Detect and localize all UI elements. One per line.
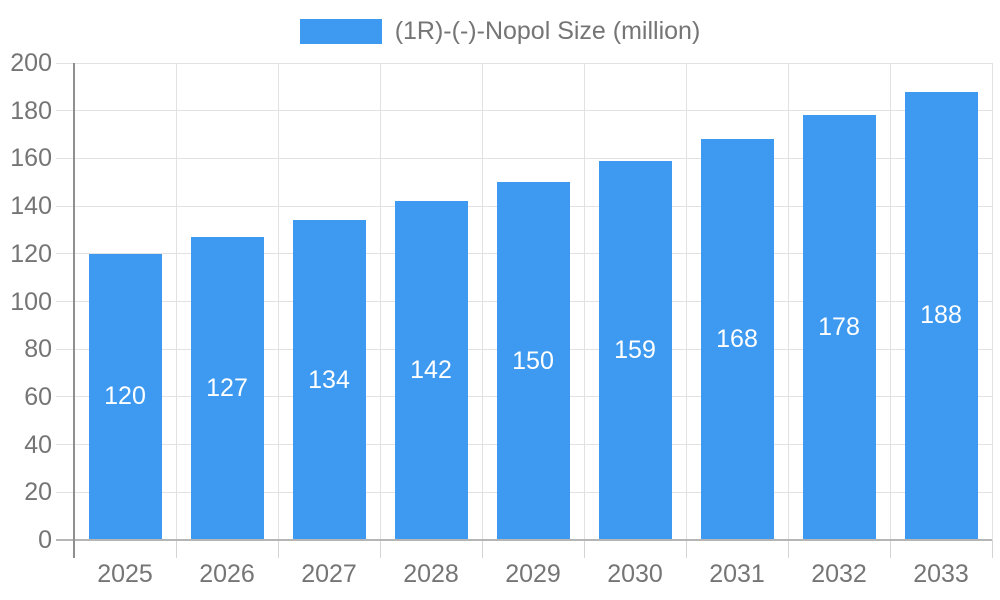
x-axis-tick-label: 2025 — [97, 560, 153, 588]
y-axis-tick-label: 80 — [24, 335, 52, 364]
y-axis-tick-label: 140 — [10, 192, 52, 221]
bar-value-label: 142 — [410, 356, 452, 385]
legend-label: (1R)-(-)-Nopol Size (million) — [394, 17, 701, 45]
x-axis-tick — [583, 540, 585, 558]
gridline-horizontal — [56, 157, 992, 159]
bar-value-label: 127 — [206, 374, 248, 403]
x-axis-tick-label: 2030 — [607, 560, 663, 588]
bar-value-label: 150 — [512, 346, 554, 375]
bar-2028[interactable]: 142 — [394, 201, 468, 540]
x-axis-tick-label: 2028 — [403, 560, 459, 588]
x-axis-tick-label: 2029 — [505, 560, 561, 588]
bar-2026[interactable]: 127 — [190, 237, 264, 540]
bar-2025[interactable]: 120 — [88, 253, 162, 540]
bar-value-label: 159 — [614, 335, 656, 364]
y-axis-tick-label: 100 — [10, 287, 52, 316]
bar-2033[interactable]: 188 — [904, 91, 978, 540]
y-axis-tick-label: 0 — [38, 526, 52, 554]
bar-2031[interactable]: 168 — [700, 139, 774, 540]
y-axis-tick-label: 200 — [10, 49, 52, 77]
x-axis-tick — [277, 540, 279, 558]
bar-value-label: 188 — [920, 301, 962, 330]
x-axis-tick — [787, 540, 789, 558]
legend-swatch — [299, 18, 382, 44]
y-axis-line — [73, 63, 75, 558]
x-axis-tick-label: 2026 — [199, 560, 255, 588]
gridline-vertical — [991, 63, 993, 540]
y-axis-tick-label: 120 — [10, 239, 52, 268]
x-axis-tick-label: 2033 — [913, 560, 969, 588]
bar-2032[interactable]: 178 — [802, 115, 876, 540]
x-axis-line — [56, 539, 992, 541]
chart-legend[interactable]: (1R)-(-)-Nopol Size (million) — [0, 17, 1000, 45]
bar-2030[interactable]: 159 — [598, 160, 672, 540]
y-axis-tick-label: 160 — [10, 144, 52, 173]
bar-value-label: 134 — [308, 365, 350, 394]
y-axis-tick-label: 20 — [24, 478, 52, 507]
gridline-horizontal — [56, 62, 992, 64]
bar-2027[interactable]: 134 — [292, 220, 366, 540]
x-axis-tick — [685, 540, 687, 558]
x-axis-tick — [175, 540, 177, 558]
x-axis-tick-label: 2031 — [709, 560, 765, 588]
x-axis-tick — [889, 540, 891, 558]
bar-value-label: 168 — [716, 325, 758, 354]
x-axis-tick-label: 2032 — [811, 560, 867, 588]
bar-value-label: 178 — [818, 313, 860, 342]
x-axis-tick — [481, 540, 483, 558]
x-axis-tick — [991, 540, 993, 558]
bar-value-label: 120 — [104, 382, 146, 411]
y-axis-tick-label: 60 — [24, 382, 52, 411]
y-axis-tick-label: 40 — [24, 430, 52, 459]
y-axis-tick-label: 180 — [10, 96, 52, 125]
bar-2029[interactable]: 150 — [496, 182, 570, 540]
gridline-horizontal — [56, 110, 992, 112]
x-axis-tick-label: 2027 — [301, 560, 357, 588]
x-axis-tick — [379, 540, 381, 558]
